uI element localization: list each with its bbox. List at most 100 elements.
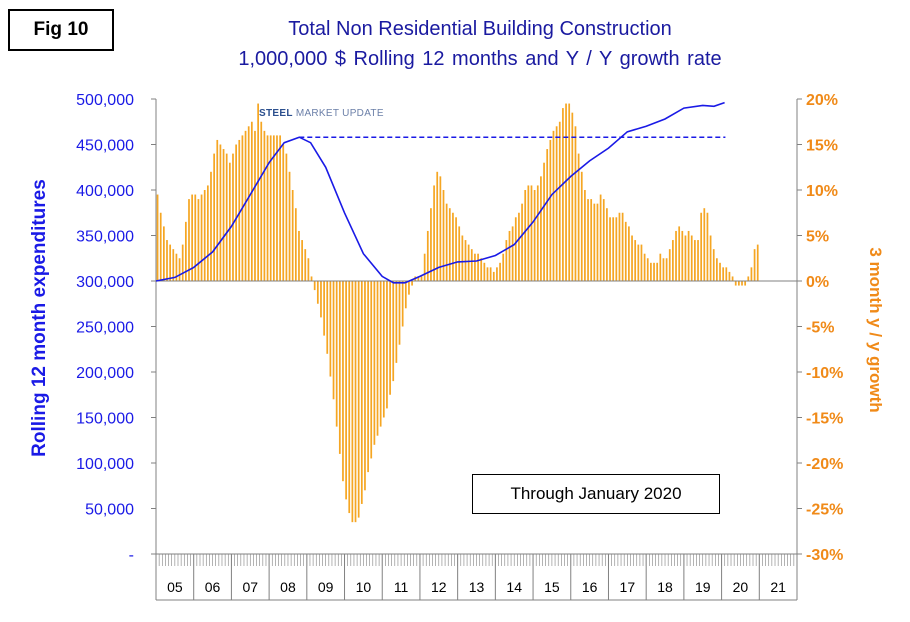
left-tick-label: 400,000 — [76, 183, 134, 200]
growth-bar — [618, 212, 621, 281]
growth-bar — [433, 185, 435, 281]
growth-bar — [367, 281, 369, 473]
growth-bar — [543, 162, 545, 281]
growth-bar — [313, 281, 316, 291]
year-label: 06 — [205, 579, 221, 595]
year-label: 16 — [582, 579, 598, 595]
growth-bar — [508, 230, 511, 281]
growth-bar — [549, 139, 552, 281]
right-tick-label: 0% — [806, 274, 829, 291]
growth-bar — [408, 281, 410, 295]
growth-bar — [480, 258, 483, 281]
growth-bar — [206, 185, 209, 281]
growth-bar — [335, 281, 338, 427]
right-axis-label: 3 month y / y growth — [866, 247, 885, 413]
growth-bar — [725, 267, 728, 281]
growth-bar — [502, 253, 505, 281]
growth-bar — [496, 267, 498, 281]
growth-bar — [379, 281, 382, 427]
growth-bar — [540, 176, 542, 281]
growth-bar — [659, 253, 662, 281]
left-tick-label: - — [129, 547, 134, 564]
growth-bar — [404, 281, 407, 309]
growth-bar — [527, 185, 530, 281]
tick-labels: - 50,000 100,000 150,000 200,000 250,000 300,0… — [76, 92, 843, 595]
growth-bar — [621, 212, 624, 281]
growth-bar — [722, 267, 725, 281]
growth-bar — [401, 281, 404, 327]
growth-bar — [483, 262, 486, 281]
growth-bar — [637, 244, 640, 281]
growth-bar — [584, 190, 586, 281]
growth-bar — [392, 281, 395, 382]
growth-bar — [348, 281, 351, 514]
growth-bar — [703, 208, 706, 281]
right-tick-label: -20% — [806, 456, 843, 473]
expenditure-line — [155, 101, 725, 284]
growth-bar — [320, 281, 322, 318]
growth-bar — [338, 281, 341, 454]
growth-bar — [668, 249, 671, 281]
growth-bar — [219, 144, 222, 281]
growth-bar — [744, 281, 747, 286]
left-tick-label: 300,000 — [76, 274, 134, 291]
growth-bar — [646, 258, 649, 281]
growth-bar — [213, 153, 215, 281]
growth-bar — [282, 144, 285, 281]
growth-bar — [477, 253, 479, 281]
year-label: 09 — [318, 579, 334, 595]
growth-bar — [244, 130, 247, 281]
growth-bar — [524, 190, 527, 281]
growth-bar — [593, 203, 596, 281]
growth-bar — [364, 281, 366, 491]
growth-bar — [455, 217, 457, 281]
expenditure-lines — [155, 101, 726, 284]
right-tick-label: -25% — [806, 502, 843, 519]
chart-title: Total Non Residential Building Construct… — [288, 18, 672, 40]
right-tick-label: -30% — [806, 547, 843, 564]
left-tick-label: 50,000 — [85, 502, 134, 519]
growth-bar — [329, 281, 332, 377]
growth-bar — [257, 103, 259, 281]
growth-bar — [687, 230, 690, 281]
growth-bar — [197, 199, 200, 281]
growth-bar — [587, 199, 589, 281]
through-date-note: Through January 2020 — [472, 474, 720, 514]
year-label: 10 — [356, 579, 372, 595]
growth-bar — [279, 135, 281, 281]
right-tick-label: 5% — [806, 229, 829, 246]
growth-bar — [571, 112, 574, 282]
growth-bar — [452, 212, 454, 281]
growth-bar — [382, 281, 385, 418]
growth-bar — [386, 281, 388, 409]
growth-bar — [470, 249, 473, 281]
growth-bar — [235, 144, 237, 281]
growth-bar — [700, 212, 703, 281]
growth-bar — [260, 121, 263, 281]
growth-bar — [546, 149, 549, 281]
growth-bar — [301, 240, 303, 281]
growth-bar — [285, 153, 288, 281]
left-tick-label: 150,000 — [76, 411, 134, 428]
growth-bar — [728, 271, 731, 281]
growth-bar — [461, 235, 464, 281]
growth-bar — [232, 153, 234, 281]
growth-bar — [624, 221, 627, 281]
growth-bar — [678, 226, 681, 281]
growth-bar — [203, 190, 206, 281]
growth-bar — [612, 217, 615, 281]
growth-bar — [184, 221, 187, 281]
year-label: 07 — [242, 579, 258, 595]
growth-bars — [156, 103, 759, 523]
growth-bar — [609, 217, 611, 281]
growth-bar — [222, 149, 225, 281]
growth-bar — [200, 194, 203, 281]
growth-bar — [596, 203, 599, 281]
growth-bar — [373, 281, 376, 445]
year-label: 13 — [469, 579, 485, 595]
growth-bar — [562, 108, 564, 281]
growth-bar — [351, 281, 354, 523]
growth-bar — [712, 249, 715, 281]
growth-bar — [345, 281, 347, 500]
